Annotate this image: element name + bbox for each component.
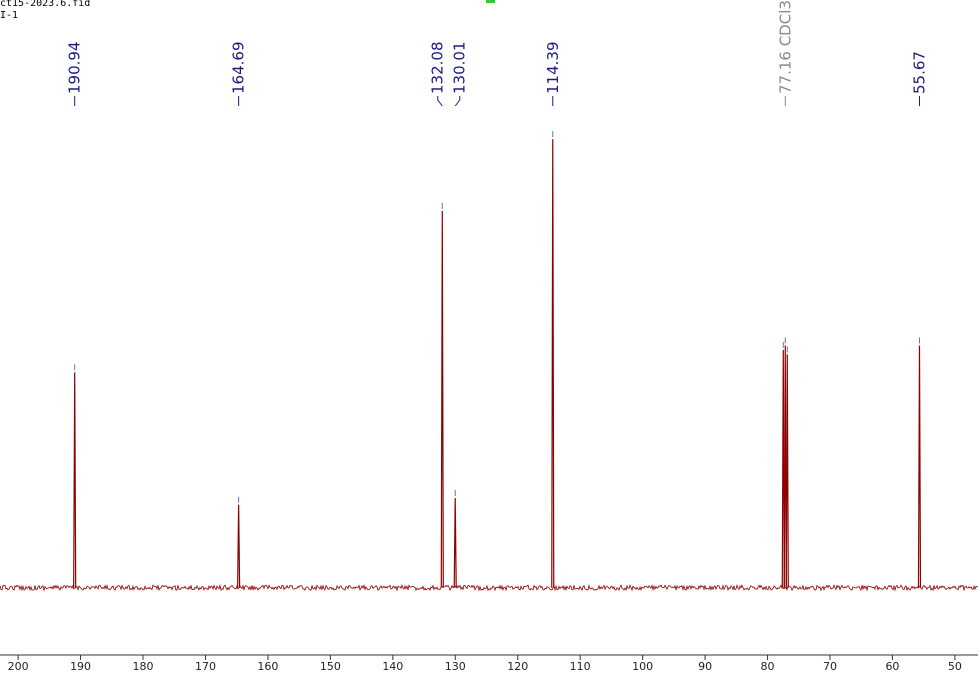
peak-label: 77.16 CDCl3	[776, 0, 794, 94]
x-tick-label: 150	[320, 660, 341, 673]
peak	[237, 504, 241, 588]
x-tick-label: 100	[632, 660, 653, 673]
x-tick-label: 130	[445, 660, 466, 673]
peak-label: 132.08	[429, 42, 447, 95]
x-tick-label: 170	[195, 660, 216, 673]
peak	[917, 345, 922, 588]
x-tick-label: 190	[70, 660, 91, 673]
baseline-noise	[0, 583, 978, 592]
file-name: ct15-2023.6.fid	[0, 0, 90, 9]
peak	[440, 210, 444, 588]
peak	[551, 139, 555, 588]
sample-name: I-1	[0, 10, 18, 21]
peak	[73, 372, 77, 588]
peak-label: 55.67	[910, 51, 928, 94]
peak-label: 164.69	[230, 42, 248, 95]
x-tick-label: 50	[948, 660, 962, 673]
peak	[781, 349, 785, 588]
peak	[785, 354, 789, 588]
x-tick-label: 80	[761, 660, 775, 673]
x-tick-label: 60	[885, 660, 899, 673]
x-tick-label: 70	[823, 660, 837, 673]
x-tick-label: 180	[133, 660, 154, 673]
x-tick-label: 140	[382, 660, 403, 673]
x-tick-label: 90	[698, 660, 712, 673]
label-connector	[437, 96, 443, 107]
label-connector	[454, 96, 461, 107]
x-tick-label: 200	[8, 660, 29, 673]
x-tick-label: 120	[507, 660, 528, 673]
x-tick-label: 110	[570, 660, 591, 673]
peak	[453, 497, 457, 588]
peak-label: 190.94	[66, 42, 84, 95]
x-tick-label: 160	[257, 660, 278, 673]
indicator	[486, 0, 495, 3]
peak-label: 114.39	[544, 42, 562, 95]
peak-label: 130.01	[451, 42, 469, 95]
peak	[783, 345, 787, 588]
